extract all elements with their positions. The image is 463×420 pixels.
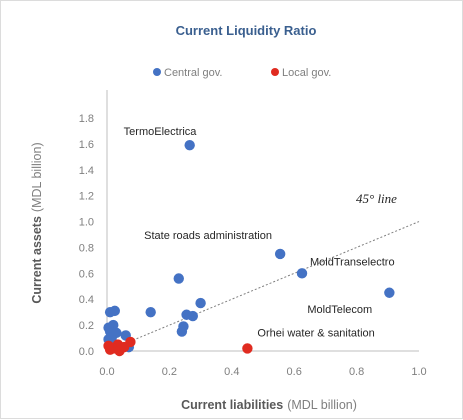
y-tick-label: 0.0 — [79, 346, 94, 358]
annotation-label: State roads administration — [144, 230, 272, 242]
point-central-gov — [145, 306, 156, 318]
point-central-gov — [109, 305, 121, 317]
reference-line-label: 45° line — [356, 191, 397, 206]
y-tick-label: 0.4 — [79, 294, 94, 306]
point-central-gov — [384, 287, 395, 298]
x-axis-title: Current liabilities (MDL billion) — [181, 398, 357, 412]
chart-title: Current Liquidity Ratio — [176, 23, 317, 38]
y-tick-label: 1.4 — [79, 165, 94, 177]
data-points — [103, 139, 395, 357]
y-tick-label: 0.6 — [79, 268, 94, 280]
point-central-gov — [173, 273, 184, 284]
legend-label-central: Central gov. — [164, 67, 223, 79]
y-tick-label: 0.2 — [79, 320, 94, 332]
annotation-label: MoldTelecom — [307, 304, 372, 316]
reference-line-45 — [106, 221, 420, 352]
y-tick-label: 1.2 — [79, 191, 94, 203]
point-annotations: TermoElectrica State roads administration… — [124, 126, 395, 339]
legend-label-local: Local gov. — [282, 67, 331, 79]
y-tick-labels: 0.0 0.2 0.4 0.6 0.8 1.0 1.2 1.4 1.6 1.8 — [79, 113, 94, 358]
x-tick-label: 0.8 — [349, 366, 364, 378]
y-tick-label: 1.8 — [79, 113, 94, 125]
y-axis-unit: (MDL billion) — [30, 142, 44, 212]
point-central-gov — [184, 139, 195, 151]
annotation-label: Orhei water & sanitation — [257, 327, 374, 339]
legend: Central gov. Local gov. — [153, 67, 331, 79]
point-local-gov — [118, 341, 130, 353]
x-tick-label: 0.4 — [224, 366, 239, 378]
x-tick-label: 0.6 — [287, 366, 302, 378]
y-tick-label: 0.8 — [79, 242, 94, 254]
point-central-gov — [274, 248, 286, 260]
point-local-gov — [242, 343, 253, 354]
y-axis-title: Current assets (MDL billion) — [30, 142, 44, 303]
y-tick-label: 1.0 — [79, 217, 94, 229]
x-tick-labels: 0.0 0.2 0.4 0.6 0.8 1.0 — [99, 366, 426, 378]
point-central-gov — [296, 268, 308, 279]
y-axis-label: Current assets — [30, 216, 44, 304]
point-local-gov — [103, 340, 114, 352]
x-axis-label: Current liabilities — [181, 398, 283, 412]
legend-marker-central — [153, 68, 161, 76]
point-central-gov — [176, 326, 188, 337]
y-tick-label: 1.6 — [79, 139, 94, 151]
x-axis-unit: (MDL billion) — [287, 398, 357, 412]
annotation-label: TermoElectrica — [124, 126, 198, 138]
annotation-label: MoldTranselectro — [310, 256, 395, 268]
x-tick-label: 0.0 — [99, 366, 114, 378]
legend-marker-local — [271, 68, 279, 76]
x-tick-label: 0.2 — [162, 366, 177, 378]
x-tick-label: 1.0 — [411, 366, 426, 378]
point-central-gov — [187, 310, 198, 322]
point-central-gov — [195, 297, 206, 309]
